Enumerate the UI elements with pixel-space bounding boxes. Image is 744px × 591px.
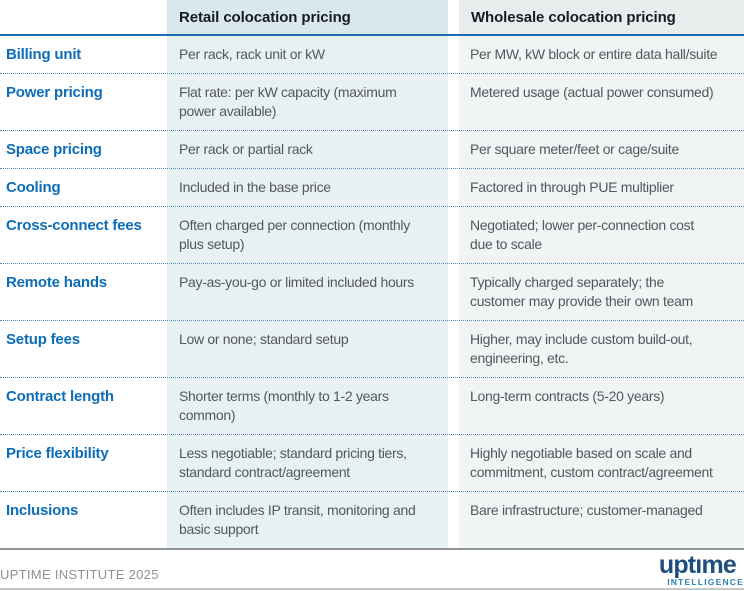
table-row: Contract length Shorter terms (monthly t… [0, 378, 744, 435]
table-header-row: Retail colocation pricing Wholesale colo… [0, 0, 744, 36]
retail-cell: Shorter terms (monthly to 1-2 years comm… [167, 378, 448, 434]
column-gap [448, 492, 459, 548]
row-label: Billing unit [0, 36, 167, 73]
column-gap [448, 36, 459, 73]
row-label: Price flexibility [0, 435, 167, 491]
table-row: Power pricing Flat rate: per kW capacity… [0, 74, 744, 131]
retail-cell: Low or none; standard setup [167, 321, 448, 377]
row-label: Inclusions [0, 492, 167, 548]
retail-cell: Per rack or partial rack [167, 131, 448, 168]
column-gap [448, 264, 459, 320]
table-row: Setup fees Low or none; standard setup H… [0, 321, 744, 378]
wholesale-cell: Per MW, kW block or entire data hall/sui… [459, 36, 744, 73]
table-row: Remote hands Pay-as-you-go or limited in… [0, 264, 744, 321]
column-gap [448, 0, 459, 34]
retail-cell: Flat rate: per kW capacity (maximum powe… [167, 74, 448, 130]
row-label: Space pricing [0, 131, 167, 168]
wholesale-cell: Factored in through PUE multiplier [459, 169, 744, 206]
row-label: Remote hands [0, 264, 167, 320]
retail-cell: Per rack, rack unit or kW [167, 36, 448, 73]
copyright-credit: UPTIME INSTITUTE 2025 [0, 567, 159, 582]
wholesale-column-header: Wholesale colocation pricing [459, 0, 744, 34]
table-row: Inclusions Often includes IP transit, mo… [0, 492, 744, 550]
column-gap [448, 131, 459, 168]
row-label: Cooling [0, 169, 167, 206]
retail-cell: Included in the base price [167, 169, 448, 206]
column-gap [448, 207, 459, 263]
retail-cell: Often includes IP transit, monitoring an… [167, 492, 448, 548]
table-row: Cross-connect fees Often charged per con… [0, 207, 744, 264]
uptime-intelligence-logo: uptıme INTELLIGENCE [658, 551, 744, 588]
table-row: Cooling Included in the base price Facto… [0, 169, 744, 207]
retail-cell: Pay-as-you-go or limited included hours [167, 264, 448, 320]
row-label: Cross-connect fees [0, 207, 167, 263]
table-row: Price flexibility Less negotiable; stand… [0, 435, 744, 492]
wholesale-cell: Highly negotiable based on scale and com… [459, 435, 744, 491]
column-gap [448, 169, 459, 206]
column-gap [448, 74, 459, 130]
table-row: Space pricing Per rack or partial rack P… [0, 131, 744, 169]
footer: UPTIME INSTITUTE 2025 uptıme INTELLIGENC… [0, 550, 744, 590]
wholesale-cell: Bare infrastructure; customer-managed [459, 492, 744, 548]
table-row: Billing unit Per rack, rack unit or kW P… [0, 36, 744, 74]
logo-subbrand: INTELLIGENCE [667, 577, 744, 587]
wholesale-cell: Long-term contracts (5-20 years) [459, 378, 744, 434]
column-gap [448, 321, 459, 377]
row-label: Contract length [0, 378, 167, 434]
row-label: Power pricing [0, 74, 167, 130]
header-empty-cell [0, 0, 167, 34]
retail-column-header: Retail colocation pricing [167, 0, 448, 34]
wholesale-cell: Metered usage (actual power consumed) [459, 74, 744, 130]
retail-cell: Less negotiable; standard pricing tiers,… [167, 435, 448, 491]
wholesale-cell: Per square meter/feet or cage/suite [459, 131, 744, 168]
wholesale-cell: Typically charged separately; the custom… [459, 264, 744, 320]
retail-cell: Often charged per connection (monthly pl… [167, 207, 448, 263]
logo-wordmark: uptıme [658, 551, 737, 579]
row-label: Setup fees [0, 321, 167, 377]
wholesale-cell: Higher, may include custom build-out, en… [459, 321, 744, 377]
column-gap [448, 378, 459, 434]
column-gap [448, 435, 459, 491]
wholesale-cell: Negotiated; lower per-connection cost du… [459, 207, 744, 263]
